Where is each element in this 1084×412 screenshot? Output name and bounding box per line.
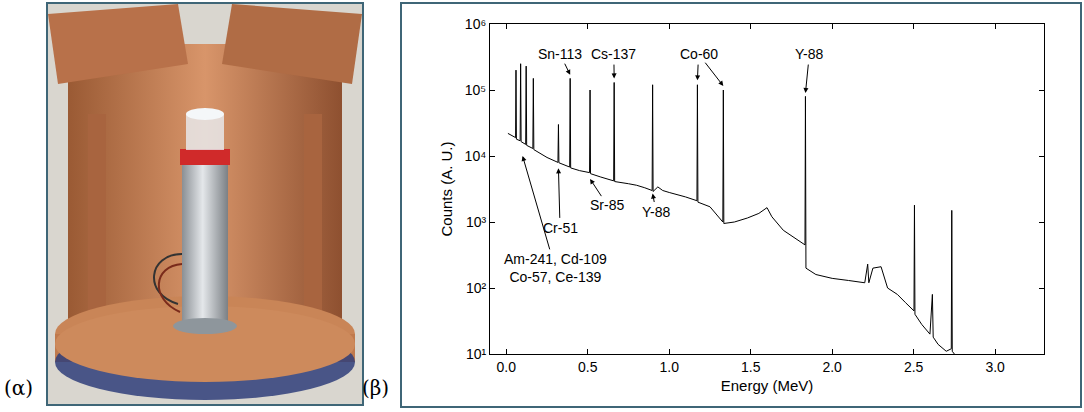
svg-text:0.5: 0.5 bbox=[578, 359, 598, 375]
svg-text:10⁴: 10⁴ bbox=[465, 148, 487, 164]
svg-text:10⁶: 10⁶ bbox=[465, 16, 486, 32]
html-text:(β): (β) bbox=[362, 376, 390, 400]
svg-text:0.0: 0.0 bbox=[497, 359, 517, 375]
svg-text:Y-88: Y-88 bbox=[642, 204, 671, 220]
svg-text:10³: 10³ bbox=[466, 214, 487, 230]
svg-text:2.0: 2.0 bbox=[822, 359, 842, 375]
svg-text:1.5: 1.5 bbox=[741, 359, 761, 375]
html-text:(α): (α) bbox=[4, 376, 34, 400]
svg-text:Am-241, Cd-109Co-57, Ce-139: Am-241, Cd-109Co-57, Ce-139 bbox=[504, 251, 607, 285]
svg-text:Co-60: Co-60 bbox=[680, 46, 718, 62]
svg-text:10¹: 10¹ bbox=[466, 346, 487, 362]
svg-text:2.5: 2.5 bbox=[904, 359, 924, 375]
svg-text:Energy (MeV): Energy (MeV) bbox=[721, 377, 814, 394]
svg-text:Sr-85: Sr-85 bbox=[590, 197, 624, 213]
svg-text:10²: 10² bbox=[466, 280, 487, 296]
svg-text:10⁵: 10⁵ bbox=[465, 82, 486, 98]
svg-text:Cs-137: Cs-137 bbox=[591, 46, 636, 62]
svg-text:Sn-113: Sn-113 bbox=[538, 46, 582, 62]
svg-text:1.0: 1.0 bbox=[660, 359, 680, 375]
svg-text:Cr-51: Cr-51 bbox=[543, 220, 578, 236]
svg-text:Counts (A. U.): Counts (A. U.) bbox=[438, 141, 455, 236]
svg-text:Y-88: Y-88 bbox=[795, 46, 824, 62]
svg-text:3.0: 3.0 bbox=[985, 359, 1005, 375]
